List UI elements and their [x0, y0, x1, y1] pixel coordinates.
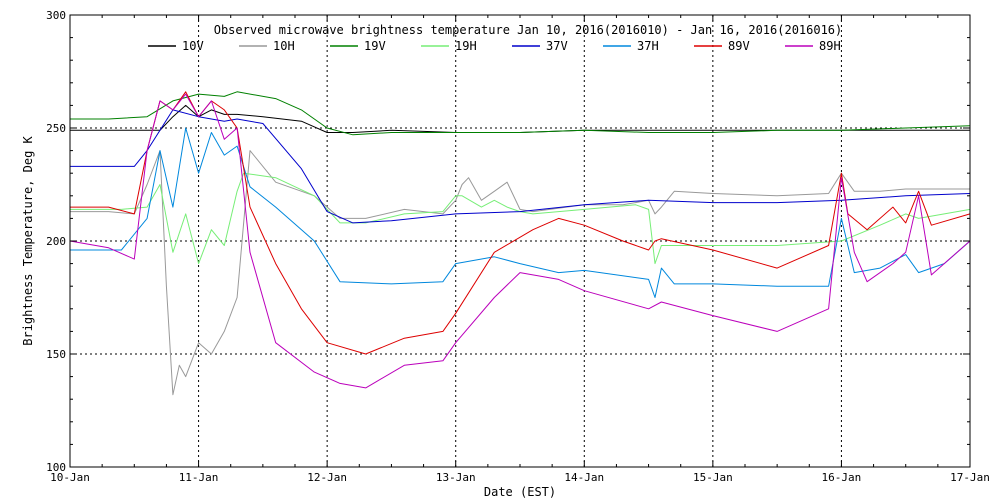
legend-label-89h: 89H	[819, 39, 841, 53]
x-tick-label: 15-Jan	[693, 471, 733, 484]
legend-label-19v: 19V	[364, 39, 386, 53]
series-line-37v	[70, 109, 971, 224]
x-tick-label: 16-Jan	[822, 471, 862, 484]
y-tick-label: 150	[46, 348, 66, 361]
x-tick-label: 14-Jan	[564, 471, 604, 484]
legend-label-10h: 10H	[273, 39, 295, 53]
legend: 10V 10H 19V 19H 37V 37H 89V 89H	[148, 39, 841, 53]
x-tick-label: 17-Jan	[950, 471, 990, 484]
legend-label-37v: 37V	[546, 39, 568, 53]
legend-label-19h: 19H	[455, 39, 477, 53]
chart-title: Observed microwave brightness temperatur…	[214, 23, 843, 37]
y-tick-label: 300	[46, 9, 66, 22]
tick-layer: 10-Jan 11-Jan 12-Jan 13-Jan 14-Jan 15-Jan 16-J…	[46, 9, 990, 484]
x-tick-label: 13-Jan	[436, 471, 476, 484]
series-line-10h	[70, 150, 970, 396]
series-line-19h	[70, 172, 971, 265]
series-line-37h	[70, 127, 971, 298]
series-line-89h	[69, 93, 971, 389]
x-axis-title: Date (EST)	[484, 485, 556, 499]
x-tick-label: 11-Jan	[179, 471, 219, 484]
series-layer	[69, 91, 971, 396]
y-tick-label: 250	[46, 122, 66, 135]
legend-label-37h: 37H	[637, 39, 659, 53]
x-tick-label: 12-Jan	[307, 471, 347, 484]
series-line-10v	[70, 104, 970, 133]
y-tick-label: 100	[46, 461, 66, 474]
y-axis-title: Brightness Temperature, Deg K	[21, 135, 35, 345]
series-line-89v	[70, 91, 971, 355]
x-tick-label: 10-Jan	[50, 471, 90, 484]
legend-label-89v: 89V	[728, 39, 750, 53]
legend-label-10v: 10V	[182, 39, 204, 53]
y-tick-label: 200	[46, 235, 66, 248]
